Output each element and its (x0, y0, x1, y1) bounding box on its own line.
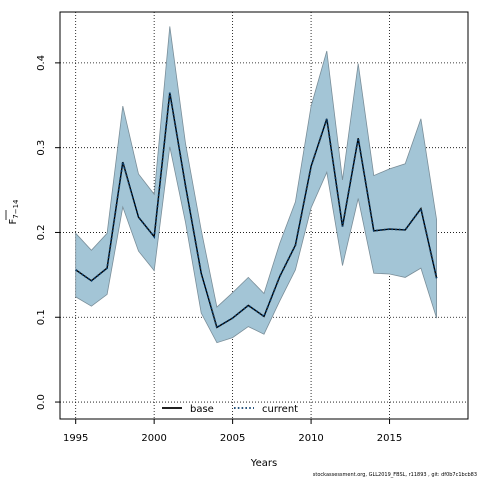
y-tick-label-3: 0.3 (36, 140, 47, 156)
x-axis-title: Years (250, 458, 277, 469)
y-tick-label-2: 0.2 (36, 225, 47, 241)
y-tick-label-4: 0.4 (36, 55, 47, 71)
y-tick-label-0: 0.0 (36, 394, 47, 410)
confidence-band (75, 26, 437, 344)
x-tick-label-2: 2005 (220, 433, 245, 444)
x-tick-label-4: 2015 (377, 433, 402, 444)
y-axis-title-subscript: 7−14 (12, 199, 20, 219)
y-axis-title-main: F (8, 219, 19, 225)
legend: base current (162, 404, 298, 415)
y-axis: 0.0 0.1 0.2 0.3 0.4 (36, 55, 60, 410)
plot-frame (59, 11, 469, 420)
y-tick-label-1: 0.1 (36, 309, 47, 325)
x-tick-label-3: 2010 (298, 433, 323, 444)
legend-label-base: base (190, 404, 214, 415)
legend-label-current: current (262, 404, 298, 415)
x-tick-label-1: 2000 (141, 433, 166, 444)
x-axis: 1995 2000 2005 2010 2015 (63, 419, 402, 444)
footnote: stockassessment.org, GLL2019_FBSL, r1189… (312, 472, 477, 478)
series-line-current (75, 92, 438, 329)
series-layer (75, 92, 438, 329)
y-axis-title: F7−14 (8, 199, 20, 225)
x-tick-label-0: 1995 (63, 433, 88, 444)
